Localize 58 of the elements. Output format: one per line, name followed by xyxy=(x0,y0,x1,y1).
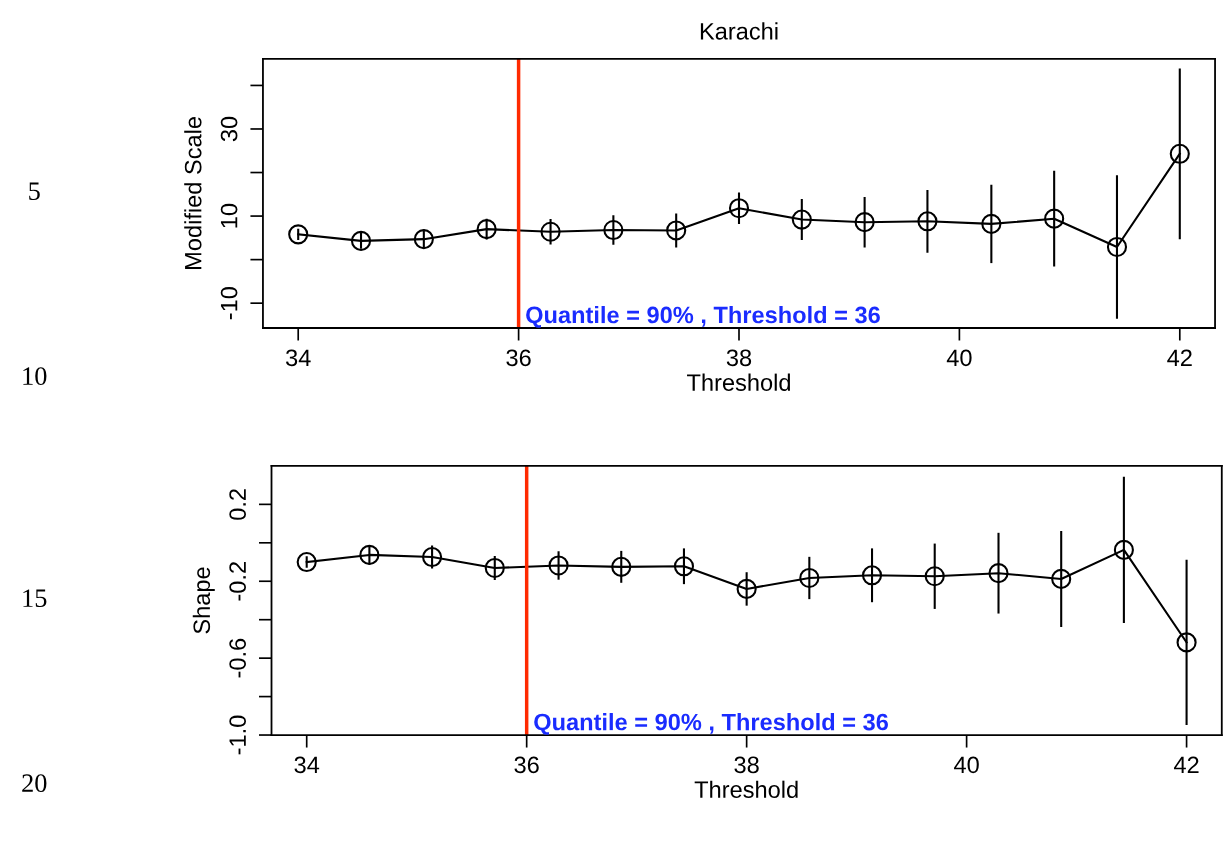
y-axis-title: Modified Scale xyxy=(184,117,202,269)
point xyxy=(666,220,687,241)
y-tick-label: 30 xyxy=(220,116,238,142)
ref-line-label: Quantile = 90% , Threshold = 36 xyxy=(526,305,880,328)
x-tick-label: 42 xyxy=(1167,349,1192,366)
point xyxy=(611,556,632,577)
point xyxy=(1176,632,1197,653)
point xyxy=(413,229,434,250)
point xyxy=(1169,143,1190,164)
point xyxy=(296,551,317,573)
x-axis-title: Threshold xyxy=(694,780,798,798)
point xyxy=(422,546,443,568)
point xyxy=(359,544,380,565)
point xyxy=(540,221,561,242)
ref-line-label: Quantile = 90% , Threshold = 36 xyxy=(534,713,888,735)
y-tick-label: 0.2 xyxy=(229,489,247,520)
point xyxy=(1113,539,1134,560)
x-tick-label: 38 xyxy=(726,349,752,367)
point xyxy=(476,219,497,240)
y-tick-label: -10 xyxy=(220,287,238,320)
point xyxy=(736,578,757,600)
x-tick-label: 34 xyxy=(294,756,320,774)
point xyxy=(603,219,624,241)
text: 5 xyxy=(29,182,40,201)
x-tick-label: 36 xyxy=(506,349,531,367)
point xyxy=(924,566,945,587)
point xyxy=(350,230,372,251)
y-tick-label: -0.2 xyxy=(229,562,247,601)
point xyxy=(988,563,1009,584)
point xyxy=(791,209,812,230)
x-tick-label: 34 xyxy=(285,349,311,367)
x-tick-label: 42 xyxy=(1173,756,1199,773)
text: 10 xyxy=(23,367,47,386)
point xyxy=(673,556,695,577)
point xyxy=(288,224,309,245)
point xyxy=(861,565,883,586)
point xyxy=(981,213,1002,234)
text: 20 xyxy=(22,774,47,793)
chart-title: Karachi xyxy=(700,22,778,40)
point xyxy=(1051,568,1072,590)
point xyxy=(1106,236,1128,258)
x-tick-label: 36 xyxy=(514,756,539,774)
point xyxy=(799,567,820,589)
x-tick-label: 38 xyxy=(734,756,759,774)
x-tick-label: 40 xyxy=(946,349,972,367)
y-axis-title: Shape xyxy=(192,567,215,634)
point xyxy=(917,211,938,232)
text: 15 xyxy=(23,589,47,608)
y-tick-label: -0.6 xyxy=(229,638,247,678)
y-tick-label: 10 xyxy=(220,203,238,228)
point xyxy=(1044,208,1065,229)
x-tick-label: 40 xyxy=(954,756,979,774)
y-tick-label: -1.0 xyxy=(229,715,247,755)
point xyxy=(548,555,569,576)
x-axis-title: Threshold xyxy=(687,373,790,391)
point xyxy=(854,212,875,233)
point xyxy=(728,198,750,219)
point xyxy=(484,557,505,579)
